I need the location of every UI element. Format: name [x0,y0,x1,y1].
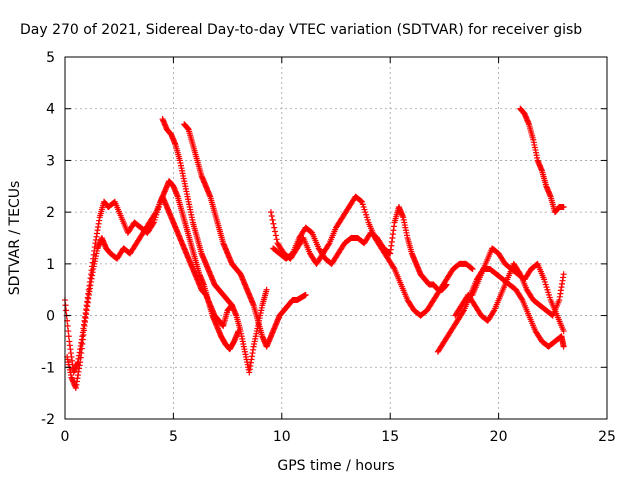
data-point [272,228,279,235]
data-point [267,209,274,216]
y-tick-label: -1 [41,360,55,376]
data-point [443,281,450,288]
data-point [386,249,393,256]
data-point [325,241,332,248]
data-point [460,308,467,315]
series-arc-f [270,203,450,293]
series-arc-e [267,193,476,319]
data-point [269,216,276,223]
y-tick-label: 5 [46,50,55,66]
x-tick-label: 25 [598,429,616,445]
data-point [63,307,70,314]
data-point [62,302,69,309]
data-point [560,328,567,335]
data-point [64,322,71,329]
y-tick-label: -2 [41,412,55,428]
chart-title: Day 270 of 2021, Sidereal Day-to-day VTE… [20,22,582,38]
data-point [271,224,278,231]
data-point [518,295,525,302]
y-tick-label: 1 [46,257,55,273]
data-point [268,213,275,220]
plot-frame [64,56,608,420]
series-arc-i [469,245,567,335]
x-tick-label: 5 [169,429,178,445]
y-axis-title: SDTVAR / TECUs [7,181,23,296]
x-axis-title: GPS time / hours [277,458,394,474]
data-point [560,271,567,278]
data-point [65,333,72,340]
y-tick-label: 3 [46,153,55,169]
data-point [152,210,159,217]
series-arc-d [181,121,309,350]
series-arc-a [62,178,242,376]
data-point [270,220,277,227]
data-point [263,286,270,293]
x-tick-label: 15 [381,429,399,445]
data-point [468,265,475,272]
data-point [65,328,72,335]
y-tick-label: 2 [46,205,55,221]
data-point [490,308,497,315]
series-arc-j [517,105,567,216]
data-point [560,203,567,210]
data-point [390,264,397,271]
x-tick-label: 0 [61,429,70,445]
data-point [272,232,279,239]
x-tick-label: 10 [273,429,291,445]
data-point [469,266,476,273]
data-point [560,343,567,350]
series-arc-c [159,116,270,376]
axis-layer: 0 5 10 15 20 25 -2 -1 0 1 2 3 4 5 [41,50,616,445]
grid-layer [65,57,607,419]
x-tick-label: 20 [490,429,508,445]
data-point [302,291,309,298]
y-tick-label: 0 [46,309,55,325]
data-point [358,198,365,205]
data-layer [62,105,567,391]
y-tick-label: 4 [46,102,55,118]
series-arc-b [64,193,235,391]
data-point [273,236,280,243]
